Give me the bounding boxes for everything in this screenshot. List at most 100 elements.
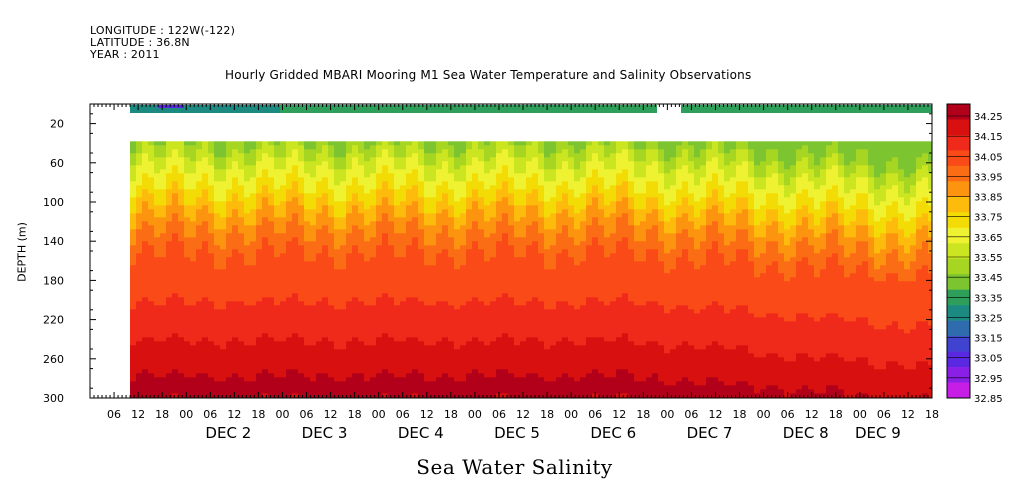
contour-cell — [184, 333, 191, 338]
contour-cell — [268, 141, 275, 146]
contour-cell — [268, 193, 275, 198]
contour-cell — [520, 209, 527, 214]
contour-cell — [316, 257, 323, 262]
contour-cell — [262, 233, 269, 238]
contour-cell — [220, 193, 227, 198]
contour-cell — [178, 189, 185, 194]
contour-cell — [262, 321, 269, 326]
contour-cell — [418, 305, 425, 310]
contour-cell — [544, 357, 551, 362]
contour-cell — [142, 201, 149, 206]
contour-cell — [388, 141, 395, 146]
contour-cell — [322, 193, 329, 198]
contour-cell — [130, 253, 137, 258]
contour-cell — [238, 201, 245, 206]
contour-cell — [544, 325, 551, 330]
contour-cell — [244, 353, 251, 358]
contour-cell — [574, 265, 581, 270]
contour-cell — [202, 221, 209, 226]
contour-cell — [406, 193, 413, 198]
contour-cell — [520, 369, 527, 374]
contour-cell — [184, 157, 191, 162]
contour-cell — [292, 317, 299, 322]
contour-cell — [202, 357, 209, 362]
contour-cell — [364, 357, 371, 362]
contour-cell — [436, 385, 443, 390]
contour-cell — [538, 281, 545, 286]
contour-cell — [358, 277, 365, 282]
contour-cell — [478, 341, 485, 346]
contour-cell — [418, 145, 425, 150]
contour-cell — [328, 345, 335, 350]
contour-cell — [490, 201, 497, 206]
contour-cell — [226, 153, 233, 158]
contour-cell — [574, 305, 581, 310]
contour-cell — [430, 285, 437, 290]
contour-cell — [172, 393, 179, 398]
contour-cell — [172, 249, 179, 254]
contour-cell — [316, 289, 323, 294]
contour-cell — [238, 265, 245, 270]
contour-cell — [442, 193, 449, 198]
contour-cell — [250, 161, 257, 166]
contour-cell — [340, 169, 347, 174]
contour-cell — [496, 241, 503, 246]
contour-cell — [526, 153, 533, 158]
contour-cell — [412, 317, 419, 322]
contour-cell — [538, 273, 545, 278]
contour-cell — [160, 249, 167, 254]
contour-cell — [328, 305, 335, 310]
contour-cell — [214, 381, 221, 386]
contour-cell — [292, 245, 299, 250]
contour-cell — [268, 177, 275, 182]
contour-cell — [328, 357, 335, 362]
contour-cell — [370, 201, 377, 206]
contour-cell — [136, 233, 143, 238]
contour-cell — [400, 325, 407, 330]
contour-cell — [136, 305, 143, 310]
contour-cell — [352, 265, 359, 270]
contour-cell — [538, 349, 545, 354]
contour-cell — [298, 301, 305, 306]
contour-cell — [214, 261, 221, 266]
contour-cell — [130, 297, 137, 302]
contour-cell — [406, 233, 413, 238]
contour-cell — [436, 269, 443, 274]
contour-cell — [586, 153, 593, 158]
contour-cell — [130, 289, 137, 294]
contour-cell — [538, 213, 545, 218]
contour-cell — [202, 197, 209, 202]
contour-cell — [436, 305, 443, 310]
contour-cell — [178, 385, 185, 390]
contour-cell — [226, 333, 233, 338]
contour-cell — [154, 141, 161, 146]
contour-cell — [280, 153, 287, 158]
contour-cell — [370, 373, 377, 378]
contour-cell — [574, 193, 581, 198]
contour-cell — [484, 241, 491, 246]
contour-cell — [472, 193, 479, 198]
contour-cell — [472, 277, 479, 282]
contour-cell — [286, 385, 293, 390]
contour-cell — [136, 285, 143, 290]
contour-cell — [286, 317, 293, 322]
contour-cell — [412, 209, 419, 214]
contour-cell — [190, 285, 197, 290]
contour-cell — [196, 357, 203, 362]
contour-cell — [394, 361, 401, 366]
contour-cell — [352, 205, 359, 210]
contour-cell — [298, 245, 305, 250]
contour-cell — [370, 161, 377, 166]
contour-cell — [442, 281, 449, 286]
contour-cell — [256, 333, 263, 338]
contour-cell — [142, 381, 149, 386]
contour-cell — [172, 225, 179, 230]
contour-cell — [256, 209, 263, 214]
contour-cell — [532, 361, 539, 366]
contour-cell — [232, 249, 239, 254]
contour-cell — [418, 273, 425, 278]
contour-cell — [166, 165, 173, 170]
contour-cell — [382, 205, 389, 210]
contour-cell — [574, 197, 581, 202]
contour-cell — [424, 145, 431, 150]
